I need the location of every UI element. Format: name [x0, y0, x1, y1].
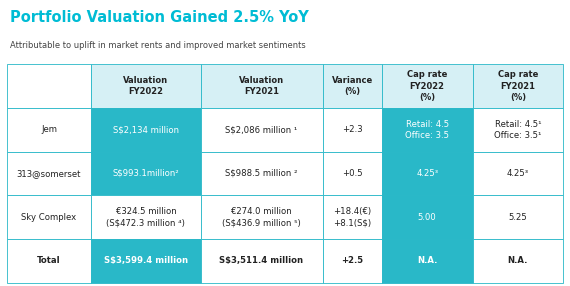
- Text: Valuation
FY2022: Valuation FY2022: [123, 76, 169, 96]
- Text: S$993.1million²: S$993.1million²: [113, 169, 179, 178]
- FancyBboxPatch shape: [473, 239, 563, 283]
- FancyBboxPatch shape: [323, 195, 382, 239]
- Text: 4.25³: 4.25³: [416, 169, 438, 178]
- Text: 313@somerset: 313@somerset: [17, 169, 82, 178]
- FancyBboxPatch shape: [382, 108, 473, 152]
- FancyBboxPatch shape: [7, 64, 91, 108]
- Text: Variance
(%): Variance (%): [332, 76, 373, 96]
- Text: 4.25³: 4.25³: [507, 169, 529, 178]
- FancyBboxPatch shape: [382, 195, 473, 239]
- FancyBboxPatch shape: [323, 64, 382, 108]
- Text: S$2,134 million: S$2,134 million: [113, 125, 179, 134]
- Text: Retail: 4.5
Office: 3.5: Retail: 4.5 Office: 3.5: [405, 120, 449, 140]
- FancyBboxPatch shape: [91, 239, 201, 283]
- FancyBboxPatch shape: [201, 152, 323, 195]
- FancyBboxPatch shape: [7, 152, 91, 195]
- FancyBboxPatch shape: [7, 239, 91, 283]
- Text: Cap rate
FY2022
(%): Cap rate FY2022 (%): [407, 70, 447, 102]
- FancyBboxPatch shape: [382, 64, 473, 108]
- FancyBboxPatch shape: [323, 239, 382, 283]
- Text: €274.0 million
(S$436.9 million ⁵): €274.0 million (S$436.9 million ⁵): [222, 207, 301, 227]
- FancyBboxPatch shape: [473, 152, 563, 195]
- FancyBboxPatch shape: [201, 239, 323, 283]
- FancyBboxPatch shape: [323, 152, 382, 195]
- Text: Cap rate
FY2021
(%): Cap rate FY2021 (%): [498, 70, 538, 102]
- Text: 5.25: 5.25: [508, 212, 527, 222]
- Text: Attributable to uplift in market rents and improved market sentiments: Attributable to uplift in market rents a…: [10, 41, 306, 50]
- Text: +18.4(€)
+8.1(S$): +18.4(€) +8.1(S$): [333, 207, 371, 227]
- Text: S$3,511.4 million: S$3,511.4 million: [219, 256, 304, 265]
- FancyBboxPatch shape: [7, 108, 91, 152]
- FancyBboxPatch shape: [201, 64, 323, 108]
- FancyBboxPatch shape: [473, 108, 563, 152]
- Text: Portfolio Valuation Gained 2.5% YoY: Portfolio Valuation Gained 2.5% YoY: [10, 10, 309, 25]
- FancyBboxPatch shape: [7, 195, 91, 239]
- FancyBboxPatch shape: [91, 195, 201, 239]
- FancyBboxPatch shape: [91, 64, 201, 108]
- Text: Retail: 4.5¹
Office: 3.5¹: Retail: 4.5¹ Office: 3.5¹: [494, 120, 542, 140]
- FancyBboxPatch shape: [91, 152, 201, 195]
- FancyBboxPatch shape: [91, 108, 201, 152]
- Text: S$988.5 million ²: S$988.5 million ²: [225, 169, 298, 178]
- FancyBboxPatch shape: [382, 239, 473, 283]
- Text: Sky Complex: Sky Complex: [22, 212, 76, 222]
- Text: 5.00: 5.00: [418, 212, 437, 222]
- Text: +2.3: +2.3: [342, 125, 363, 134]
- FancyBboxPatch shape: [201, 108, 323, 152]
- FancyBboxPatch shape: [382, 152, 473, 195]
- Text: N.A.: N.A.: [417, 256, 437, 265]
- Text: Jem: Jem: [41, 125, 57, 134]
- Text: S$2,086 million ¹: S$2,086 million ¹: [225, 125, 298, 134]
- Text: +2.5: +2.5: [341, 256, 363, 265]
- Text: +0.5: +0.5: [342, 169, 363, 178]
- Text: €324.5 million
(S$472.3 million ⁴): €324.5 million (S$472.3 million ⁴): [107, 207, 185, 227]
- FancyBboxPatch shape: [473, 64, 563, 108]
- Text: Valuation
FY2021: Valuation FY2021: [239, 76, 284, 96]
- FancyBboxPatch shape: [473, 195, 563, 239]
- FancyBboxPatch shape: [201, 195, 323, 239]
- FancyBboxPatch shape: [323, 108, 382, 152]
- Text: N.A.: N.A.: [508, 256, 528, 265]
- Text: S$3,599.4 million: S$3,599.4 million: [104, 256, 188, 265]
- Text: Total: Total: [37, 256, 61, 265]
